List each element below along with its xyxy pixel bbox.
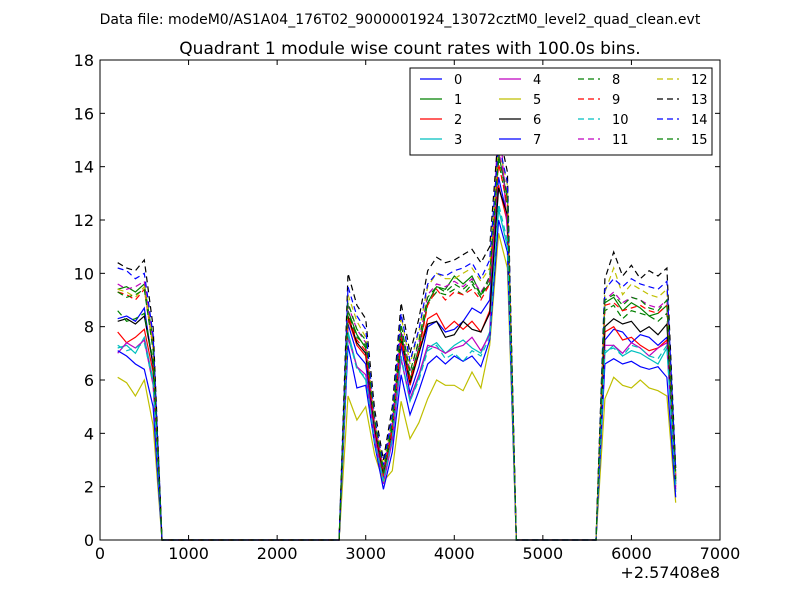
- chart-title: Quadrant 1 module wise count rates with …: [179, 39, 640, 59]
- x-tick-label: 7000: [700, 544, 741, 563]
- x-tick-label: 1000: [168, 544, 209, 563]
- legend-label-11: 11: [612, 133, 629, 148]
- x-offset-label: +2.57408e8: [620, 563, 720, 582]
- legend-label-8: 8: [612, 73, 620, 88]
- legend-label-0: 0: [454, 73, 462, 88]
- y-tick-label: 2: [84, 478, 94, 497]
- y-tick-label: 16: [74, 104, 94, 123]
- x-tick-label: 4000: [434, 544, 475, 563]
- y-tick-label: 6: [84, 371, 94, 390]
- y-tick-label: 10: [74, 264, 94, 283]
- y-tick-label: 4: [84, 424, 94, 443]
- legend-label-5: 5: [533, 93, 541, 108]
- legend-box: [409, 67, 713, 156]
- legend-label-4: 4: [533, 73, 541, 88]
- y-tick-label: 18: [74, 51, 94, 70]
- legend-label-14: 14: [691, 113, 708, 128]
- legend-label-2: 2: [454, 113, 462, 128]
- y-tick-label: 0: [84, 531, 94, 550]
- legend-label-1: 1: [454, 93, 462, 108]
- legend-label-10: 10: [612, 113, 629, 128]
- x-tick-label: 5000: [522, 544, 563, 563]
- legend-label-12: 12: [691, 73, 708, 88]
- legend-label-9: 9: [612, 93, 620, 108]
- y-tick-label: 12: [74, 211, 94, 230]
- legend-label-3: 3: [454, 133, 462, 148]
- x-tick-label: 6000: [611, 544, 652, 563]
- legend-label-15: 15: [691, 133, 708, 148]
- data-file-label: Data file: modeM0/AS1A04_176T02_90000019…: [100, 12, 701, 28]
- y-tick-label: 8: [84, 318, 94, 337]
- plot-frame: [99, 59, 721, 541]
- y-tick-label: 14: [74, 158, 94, 177]
- series-line-14: [117, 142, 677, 541]
- x-tick-label: 3000: [345, 544, 386, 563]
- x-axis: 0 1000 2000 3000 4000 5000 6000 7000: [95, 60, 740, 563]
- legend-label-7: 7: [533, 133, 541, 148]
- x-tick-label: 2000: [257, 544, 298, 563]
- x-tick-label: 0: [95, 544, 105, 563]
- legend-label-6: 6: [533, 113, 541, 128]
- legend-label-13: 13: [691, 93, 708, 108]
